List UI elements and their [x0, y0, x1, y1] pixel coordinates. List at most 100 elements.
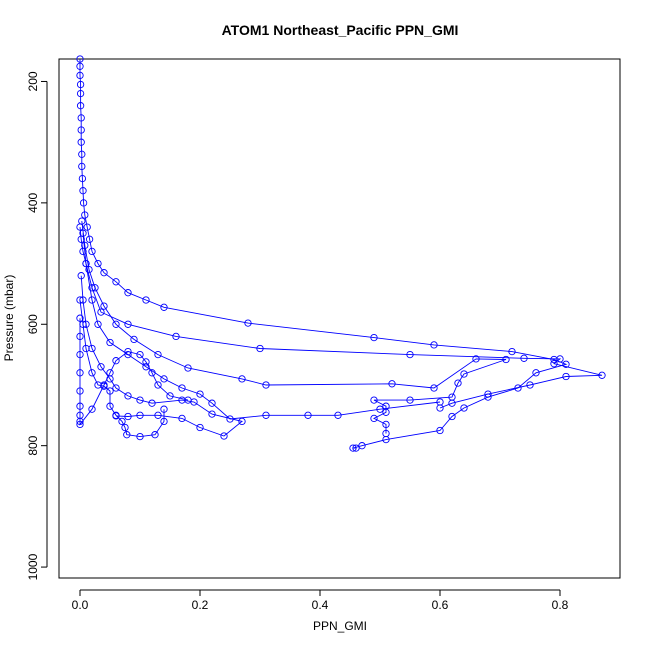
data-point [220, 432, 228, 440]
data-point [448, 393, 456, 401]
series-profile-3 [78, 217, 510, 438]
data-point [83, 223, 91, 231]
data-point [184, 364, 192, 372]
data-point [85, 235, 94, 243]
data-point [349, 444, 357, 452]
data-point [454, 379, 462, 387]
data-point [77, 138, 85, 146]
data-point [112, 411, 120, 419]
data-point [81, 211, 89, 219]
data-point [130, 335, 138, 344]
data-point [154, 381, 162, 389]
data-point [406, 396, 414, 404]
data-point [136, 411, 144, 419]
data-point [112, 278, 120, 286]
y-tick-label: 800 [26, 435, 40, 455]
data-point [352, 444, 360, 452]
data-point [370, 396, 378, 404]
x-tick-label: 0.2 [192, 598, 209, 612]
data-point [100, 302, 108, 310]
data-point [124, 392, 132, 400]
y-tick-label: 200 [26, 71, 40, 91]
data-point [382, 408, 390, 416]
data-point [78, 217, 86, 225]
data-point [85, 265, 93, 274]
data-point [76, 417, 84, 426]
data-point [77, 272, 85, 280]
data-point [562, 360, 570, 368]
data-point [94, 259, 102, 268]
x-tick-label: 0.8 [552, 598, 569, 612]
data-point [196, 390, 204, 398]
data-point [76, 369, 84, 377]
data-point [88, 369, 96, 377]
data-point [172, 332, 180, 341]
data-point [448, 412, 456, 421]
y-axis-label: Pressure (mbar) [2, 275, 16, 362]
series-profile-7 [76, 314, 192, 429]
data-point [154, 411, 162, 419]
data-point [76, 55, 84, 63]
data-point [82, 344, 90, 353]
series-line [79, 59, 568, 449]
data-point [76, 80, 85, 89]
data-point [370, 333, 378, 342]
data-point [160, 375, 168, 383]
data-point [76, 89, 85, 98]
data-point [112, 320, 120, 328]
data-point [508, 347, 516, 356]
data-point [484, 390, 492, 398]
data-point [112, 384, 120, 392]
data-point [460, 370, 468, 378]
series-line [81, 221, 507, 434]
data-point [244, 319, 252, 327]
chart-title: ATOM1 Northeast_Pacific PPN_GMI [222, 22, 459, 38]
data-point [556, 355, 564, 363]
data-point [79, 296, 87, 304]
data-point [106, 338, 114, 347]
data-point [79, 187, 87, 195]
data-point [106, 387, 114, 395]
series-profile-4 [79, 229, 444, 423]
data-point [76, 420, 84, 429]
series-line [80, 275, 243, 437]
data-point [526, 381, 534, 389]
data-point [97, 363, 105, 371]
y-tick-label: 400 [26, 193, 40, 213]
data-point [136, 432, 144, 441]
data-point [550, 360, 558, 368]
y-tick-label: 1000 [26, 553, 40, 580]
data-point [76, 62, 84, 70]
data-point [430, 384, 438, 392]
data-point [178, 384, 186, 392]
data-point [142, 358, 150, 366]
data-point [82, 259, 90, 268]
data-point [430, 341, 438, 349]
data-point [304, 411, 312, 419]
x-tick-label: 0.6 [432, 598, 449, 612]
plot-frame [58, 58, 621, 579]
data-point [121, 423, 129, 432]
data-point [79, 199, 88, 207]
data-point [472, 355, 480, 363]
data-point [460, 404, 468, 412]
data-point [238, 417, 246, 426]
data-point [160, 303, 168, 311]
data-point [112, 357, 120, 365]
data-point [76, 402, 84, 410]
data-point [382, 420, 390, 429]
data-point [136, 350, 144, 359]
series-profile-6 [76, 296, 168, 441]
data-point [124, 347, 132, 356]
data-point [100, 269, 108, 277]
data-point [502, 355, 510, 364]
data-point [76, 387, 84, 395]
data-point [106, 369, 114, 377]
data-point [406, 350, 414, 359]
data-point [76, 71, 84, 80]
series-line [82, 233, 441, 420]
data-point [376, 405, 384, 413]
data-point [208, 399, 216, 407]
